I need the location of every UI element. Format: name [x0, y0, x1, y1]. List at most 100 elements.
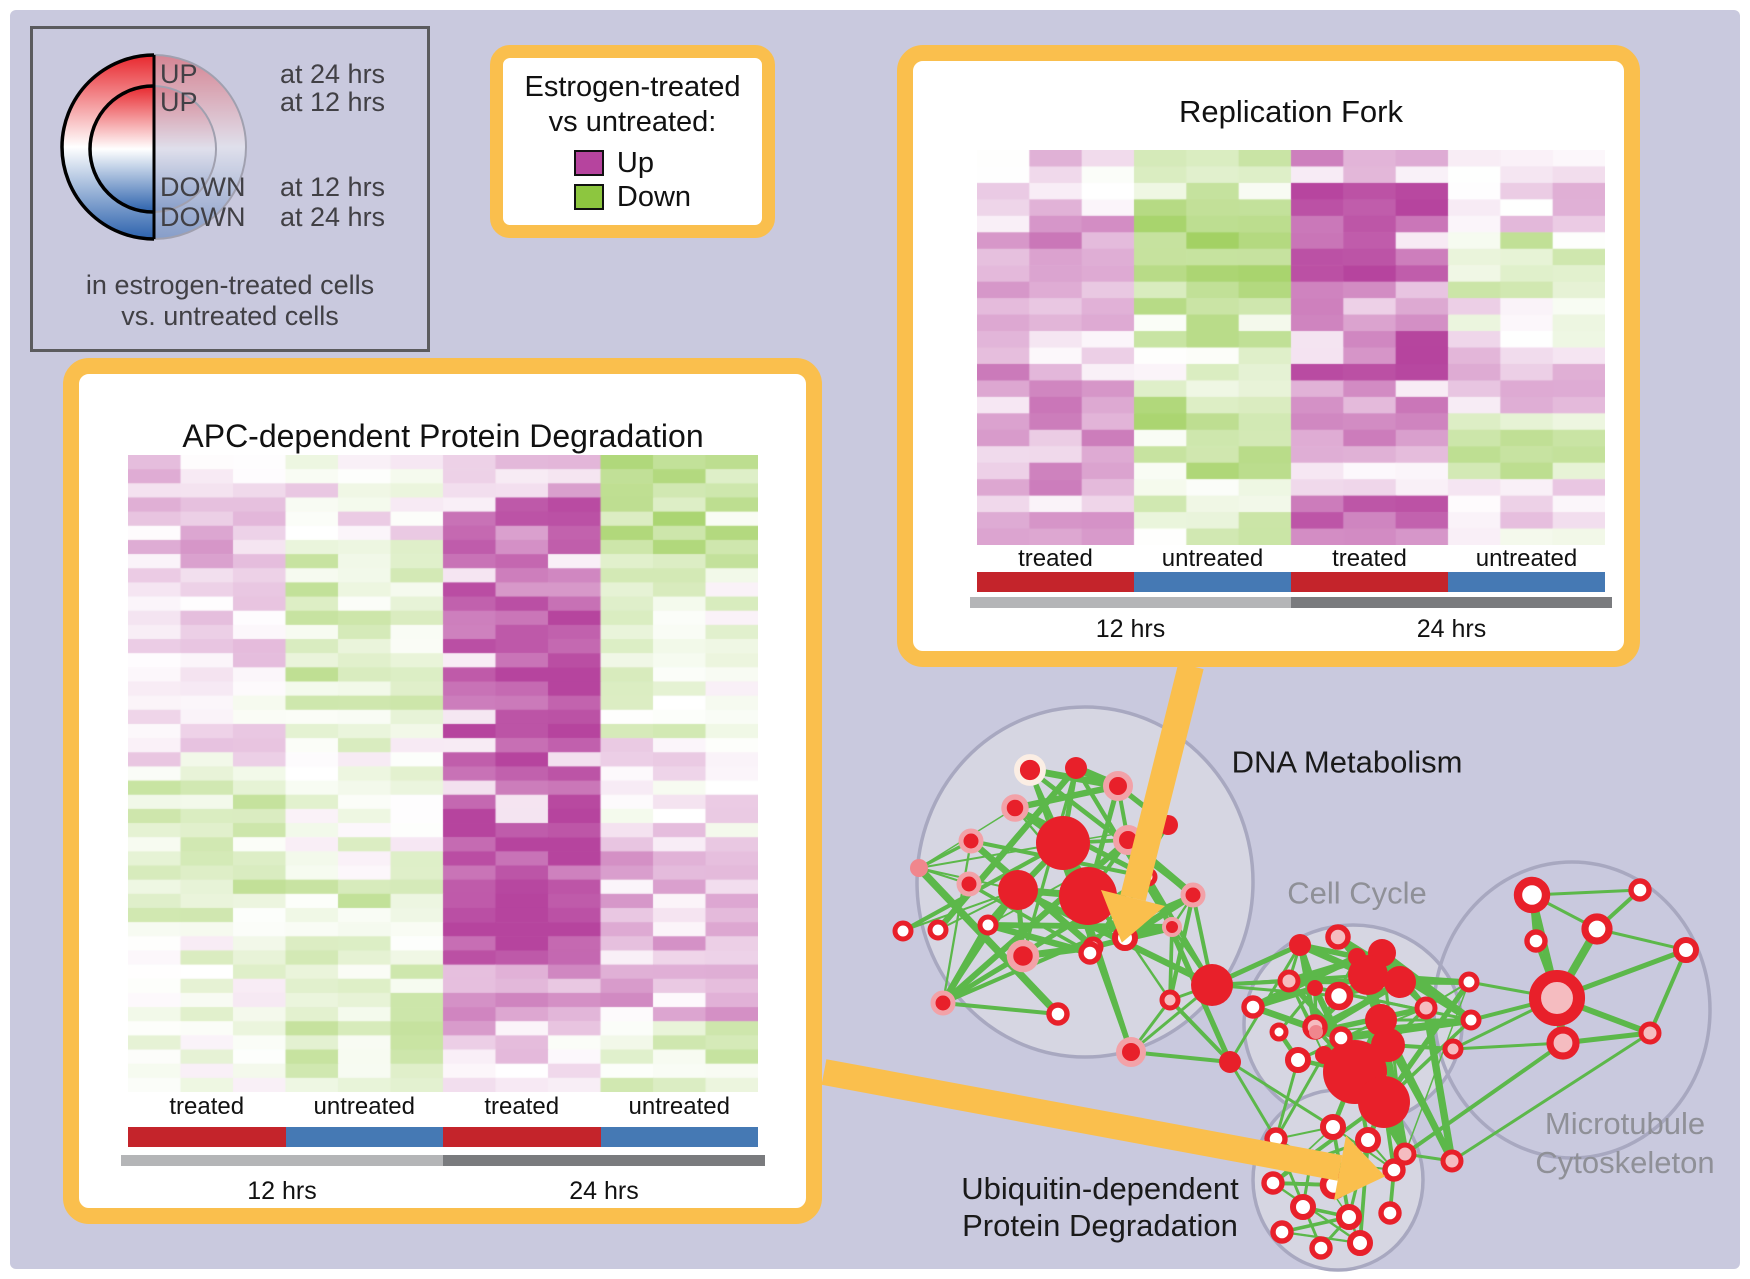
down-12-direction-label: DOWN — [160, 172, 246, 202]
network-node-s — [1289, 934, 1311, 956]
down-24-direction-label: DOWN — [160, 202, 246, 232]
apc-treated-24h-bar — [443, 1127, 601, 1147]
network-edge — [1314, 979, 1402, 1035]
rf-treated-12h-label: treated — [1018, 545, 1093, 572]
down-12-time-label: at 12 hrs — [280, 172, 386, 202]
dna-metabolism-label: DNA Metabolism — [1231, 744, 1463, 780]
network-node-pr — [958, 828, 984, 854]
apc-degradation-panel: APC-dependent Protein Degradation treate… — [63, 358, 822, 1224]
network-node-rw — [892, 920, 914, 942]
network-edge — [1451, 1031, 1651, 1163]
arrow-apc-to-ubiquitin — [821, 1059, 1343, 1181]
network-node-pr — [956, 871, 982, 897]
down-24-time-label: at 24 hrs — [280, 202, 386, 232]
network-edge — [1386, 1044, 1454, 1162]
network-node-p — [910, 859, 928, 877]
network-node-wr — [1014, 754, 1046, 786]
microtubule-label-line1: Microtubule — [1544, 1106, 1706, 1141]
network-node-rp — [1325, 924, 1351, 950]
network-edge — [1340, 1016, 1472, 1042]
network-node-s — [1358, 1076, 1410, 1128]
apc-untreated-12h-bar — [285, 1127, 443, 1147]
network-node-pr — [1180, 882, 1206, 908]
network-node-s — [998, 870, 1038, 910]
rf-treated-24h-label: treated — [1332, 545, 1407, 572]
cell-cycle-label: Cell Cycle — [1287, 875, 1427, 911]
replication-fork-heatmap — [977, 150, 1605, 545]
up-12-time-label: at 12 hrs — [280, 87, 386, 117]
network-node-rw — [1628, 878, 1652, 902]
up-item-label: Up — [616, 147, 654, 179]
rf-24hrs-label: 24 hrs — [1416, 615, 1487, 643]
network-node-pr — [1103, 771, 1133, 801]
ubiquitin-label-line2: Protein Degradation — [962, 1208, 1238, 1243]
network-node-rw — [1378, 1201, 1402, 1225]
network-edge — [1274, 1054, 1326, 1140]
apc-untreated-24h-bar — [600, 1127, 758, 1147]
network-node-s — [1348, 955, 1388, 995]
rf-untreated-12h-label: untreated — [1161, 545, 1264, 572]
network-node-rp — [1528, 969, 1586, 1027]
apc-panel-title: APC-dependent Protein Degradation — [182, 418, 704, 454]
rf-untreated-12h-bar — [1134, 572, 1291, 592]
network-edge — [1130, 1050, 1231, 1064]
apc-condition-bar — [128, 1127, 758, 1147]
microtubule-label-line2: Cytoskeleton — [1535, 1145, 1715, 1180]
network-node-rw — [1673, 937, 1699, 963]
rf-24hrs-bar — [1291, 597, 1612, 608]
network-node-rw — [1460, 1009, 1482, 1031]
network-edge — [1403, 1041, 1565, 1156]
network-node-rw — [1324, 981, 1354, 1011]
network-edge — [1452, 1041, 1564, 1051]
network-edge — [901, 841, 1065, 933]
network-node-rw — [1078, 941, 1102, 965]
rf-untreated-24h-label: untreated — [1475, 545, 1578, 572]
network-node-rw — [1270, 1220, 1294, 1244]
network-node-rp — [1159, 989, 1181, 1011]
replication-fork-panel: Replication Fork treated untreated treat… — [897, 45, 1640, 667]
updown-circle-legend: UP at 24 hrs UP at 12 hrs DOWN at 12 hrs… — [30, 26, 430, 352]
network-edge — [942, 1001, 1059, 1016]
down-item-label: Down — [616, 181, 692, 213]
network-node-rw — [1336, 1204, 1362, 1230]
rf-treated-12h-bar — [977, 572, 1134, 592]
network-edge — [1123, 892, 1195, 941]
network-node-s — [1365, 1004, 1397, 1036]
network-node-rp — [1546, 1026, 1580, 1060]
apc-treated-24h-label: treated — [484, 1093, 560, 1120]
network-node-rw — [1241, 995, 1265, 1019]
legend-item-up: Up — [573, 146, 691, 180]
network-node-rw — [1261, 1171, 1285, 1195]
apc-time-bar — [121, 1155, 765, 1166]
apc-heatmap — [128, 455, 758, 1092]
up-24-direction-label: UP — [160, 59, 198, 89]
apc-condition-labels: treated untreated treated untreated — [128, 1093, 758, 1121]
estrogen-legend: Estrogen-treated vs untreated: Up Down — [490, 45, 775, 238]
network-node-rw — [927, 919, 949, 941]
network-node-rw — [1309, 1236, 1333, 1260]
apc-12hrs-label: 12 hrs — [247, 1177, 317, 1205]
arrow-replication-fork-to-network — [1120, 662, 1204, 902]
rf-12hrs-label: 12 hrs — [1095, 615, 1166, 643]
microtubule-cytoskeleton-label: Microtubule Cytoskeleton — [1535, 1104, 1714, 1182]
network-node-rw — [1581, 913, 1613, 945]
network-edge — [941, 889, 1020, 1004]
network-edge — [968, 882, 1091, 955]
network-node-rw — [1524, 929, 1548, 953]
updown-circle-diagram — [60, 53, 247, 241]
legend-item-down: Down — [573, 180, 692, 214]
network-edge — [941, 840, 973, 1004]
network-node-rw — [1382, 1158, 1406, 1182]
apc-24hrs-bar — [443, 1155, 765, 1166]
circle-legend-caption-line2: vs. untreated cells — [121, 301, 339, 331]
network-node-rp — [1393, 1142, 1417, 1166]
network-node-s — [1065, 757, 1087, 779]
ubiquitin-label-line1: Ubiquitin-dependent — [961, 1171, 1239, 1206]
network-edge — [1228, 944, 1302, 1063]
network-node-rp — [1638, 1021, 1662, 1045]
estrogen-legend-title-line1: Estrogen-treated — [524, 71, 741, 103]
replication-fork-time-labels: 12 hrs 24 hrs — [970, 615, 1612, 644]
network-node-s — [1219, 1051, 1241, 1073]
up-color-swatch — [573, 150, 604, 176]
